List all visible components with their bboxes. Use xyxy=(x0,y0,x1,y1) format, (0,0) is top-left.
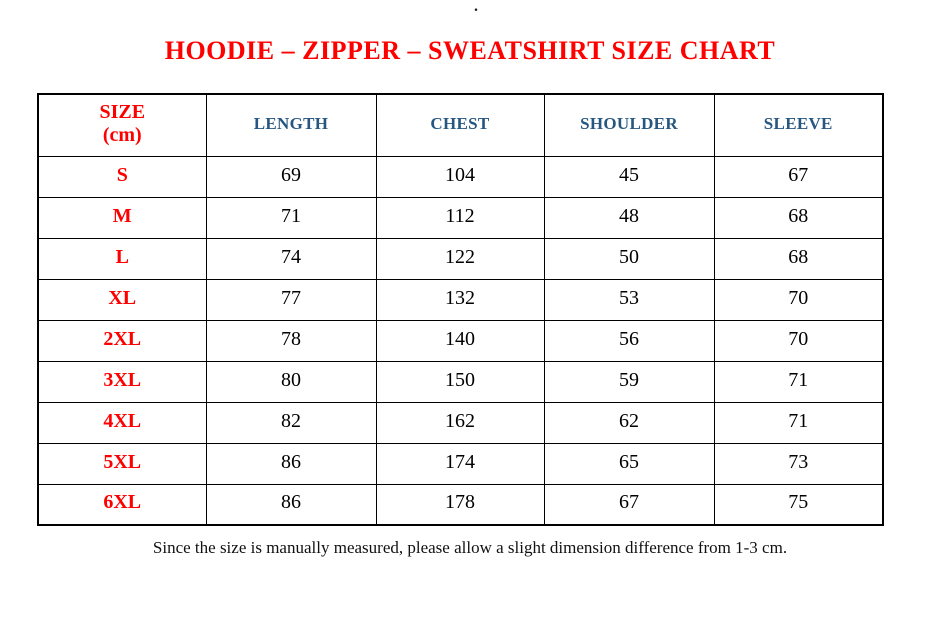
table-row-l: L 74 122 50 68 xyxy=(37,237,884,280)
size-cell: XL xyxy=(37,278,207,321)
chest-cell: 112 xyxy=(375,196,545,239)
shoulder-cell: 45 xyxy=(543,155,715,198)
length-cell: 74 xyxy=(205,237,377,280)
table-row-5xl: 5XL 86 174 65 73 xyxy=(37,442,884,485)
length-cell: 71 xyxy=(205,196,377,239)
chest-cell: 122 xyxy=(375,237,545,280)
chest-cell: 132 xyxy=(375,278,545,321)
header-cell-chest: CHEST xyxy=(375,93,545,157)
chest-cell: 140 xyxy=(375,319,545,362)
size-cell: 4XL xyxy=(37,401,207,444)
size-cell: L xyxy=(37,237,207,280)
shoulder-cell: 50 xyxy=(543,237,715,280)
table-row-xl: XL 77 132 53 70 xyxy=(37,278,884,321)
table-row-m: M 71 112 48 68 xyxy=(37,196,884,239)
length-cell: 82 xyxy=(205,401,377,444)
header-cell-shoulder: SHOULDER xyxy=(543,93,715,157)
header-size-unit: (cm) xyxy=(102,123,142,146)
sleeve-cell: 71 xyxy=(713,360,884,403)
chest-cell: 178 xyxy=(375,483,545,526)
sleeve-cell: 71 xyxy=(713,401,884,444)
shoulder-cell: 62 xyxy=(543,401,715,444)
table-row-4xl: 4XL 82 162 62 71 xyxy=(37,401,884,444)
length-cell: 86 xyxy=(205,442,377,485)
shoulder-cell: 56 xyxy=(543,319,715,362)
size-cell: M xyxy=(37,196,207,239)
length-cell: 80 xyxy=(205,360,377,403)
length-cell: 69 xyxy=(205,155,377,198)
table-row-s: S 69 104 45 67 xyxy=(37,155,884,198)
shoulder-cell: 48 xyxy=(543,196,715,239)
stray-dot: . xyxy=(474,0,478,15)
size-cell: 5XL xyxy=(37,442,207,485)
sleeve-cell: 70 xyxy=(713,319,884,362)
table-row-6xl: 6XL 86 178 67 75 xyxy=(37,483,884,526)
size-cell: 2XL xyxy=(37,319,207,362)
header-cell-sleeve: SLEEVE xyxy=(713,93,884,157)
sleeve-cell: 68 xyxy=(713,196,884,239)
footer-note: Since the size is manually measured, ple… xyxy=(152,538,788,557)
sleeve-cell: 70 xyxy=(713,278,884,321)
chest-cell: 174 xyxy=(375,442,545,485)
page-title: HOODIE – ZIPPER – SWEATSHIRT SIZE CHART xyxy=(164,36,776,65)
table-row-3xl: 3XL 80 150 59 71 xyxy=(37,360,884,403)
size-cell: 3XL xyxy=(37,360,207,403)
header-row: SIZE (cm) LENGTH CHEST SHOULDER SLEEVE xyxy=(37,93,884,157)
header-cell-length: LENGTH xyxy=(205,93,377,157)
length-cell: 78 xyxy=(205,319,377,362)
length-cell: 77 xyxy=(205,278,377,321)
shoulder-cell: 53 xyxy=(543,278,715,321)
header-size-label: SIZE xyxy=(99,100,146,123)
sleeve-cell: 67 xyxy=(713,155,884,198)
shoulder-cell: 59 xyxy=(543,360,715,403)
sleeve-cell: 73 xyxy=(713,442,884,485)
size-chart-table: SIZE (cm) LENGTH CHEST SHOULDER SLEEVE S… xyxy=(37,93,884,526)
size-cell: S xyxy=(37,155,207,198)
size-cell: 6XL xyxy=(37,483,207,526)
chest-cell: 104 xyxy=(375,155,545,198)
shoulder-cell: 65 xyxy=(543,442,715,485)
shoulder-cell: 67 xyxy=(543,483,715,526)
sleeve-cell: 68 xyxy=(713,237,884,280)
chest-cell: 162 xyxy=(375,401,545,444)
header-cell-size: SIZE (cm) xyxy=(37,93,207,157)
sleeve-cell: 75 xyxy=(713,483,884,526)
chest-cell: 150 xyxy=(375,360,545,403)
table-row-2xl: 2XL 78 140 56 70 xyxy=(37,319,884,362)
length-cell: 86 xyxy=(205,483,377,526)
